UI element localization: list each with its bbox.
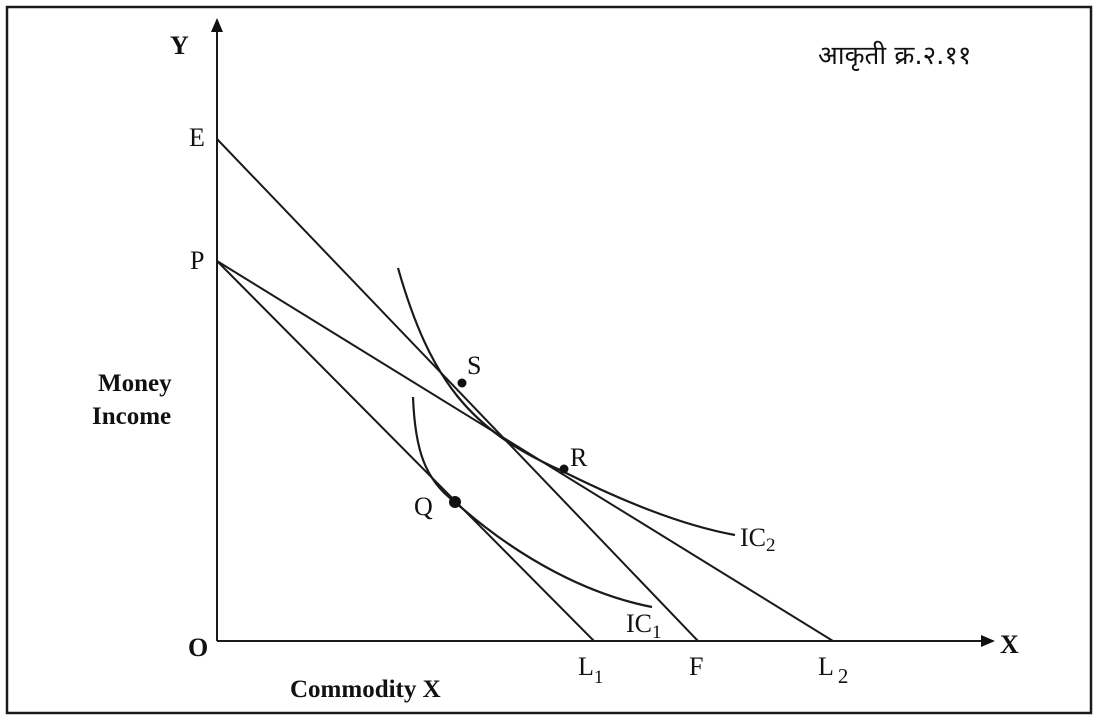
x-axis-title: Commodity X [290,676,441,703]
y-axis-title-line2: Income [92,403,171,430]
x-axis-letter: X [1000,630,1019,659]
budget-line-EF [216,138,699,642]
point-F-label: F [689,652,703,681]
y-axis-arrow [211,18,223,32]
budget-line-PL1 [216,260,595,642]
point-P-label: P [190,246,204,275]
budget-line-PL2 [216,260,834,642]
IC1-sub: 1 [652,622,662,643]
indifference-curve-IC2 [396,267,736,537]
curve-IC2-label: IC2 [740,523,776,556]
x-axis-arrow [981,635,995,647]
L2-sub: 2 [838,664,849,688]
point-Q-label: Q [414,492,433,521]
L1-sub: 1 [594,667,604,688]
point-R-marker [559,464,569,474]
point-E-label: E [189,123,205,152]
point-S-label: S [467,351,481,380]
IC2-main: IC [740,523,766,552]
L2-main: L [818,652,834,681]
point-S-marker [457,378,467,388]
indifference-curve-IC1 [411,396,653,609]
point-R-label: R [570,443,588,472]
curve-IC1-label: IC1 [626,609,662,643]
figure-border [5,5,1093,715]
y-axis-letter: Y [170,31,189,60]
budget-line-L1-label: L1 [578,652,603,688]
IC2-sub: 2 [766,535,776,556]
y-axis-title-line1: Money [98,370,172,397]
point-Q-marker [449,496,461,508]
figure-caption: आकृती क्र.२.११ [818,40,971,71]
origin-label: O [188,633,208,662]
IC1-main: IC [626,609,652,638]
L1-main: L [578,652,594,681]
